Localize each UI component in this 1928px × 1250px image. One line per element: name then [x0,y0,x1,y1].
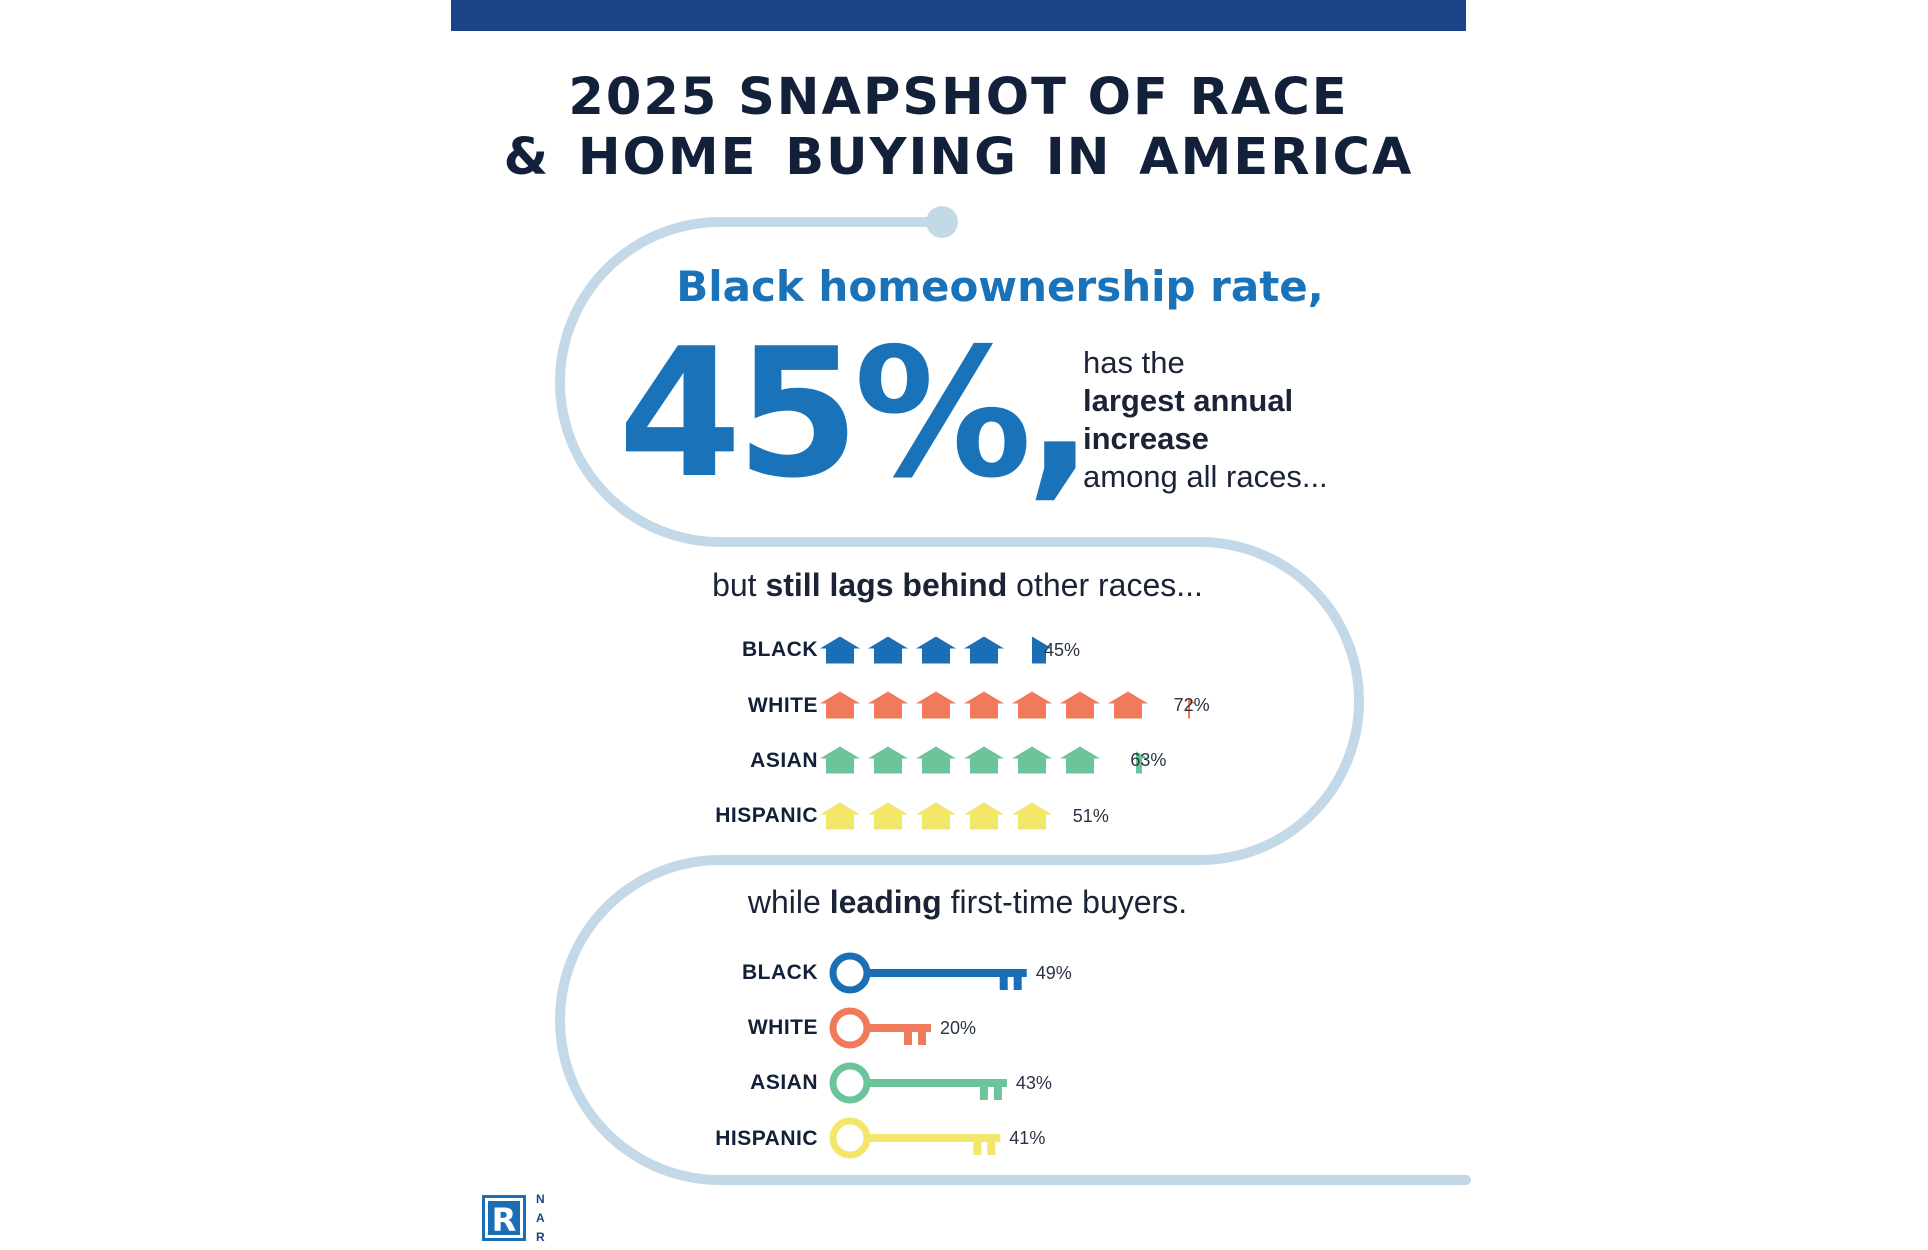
lags-pre: but [712,567,766,603]
house-icon [916,691,956,719]
house-icon [1032,636,1052,664]
home-row-value-white: 72% [1173,695,1210,715]
house-icon [916,636,956,664]
headline: Black homeownership rate, [676,262,1324,311]
house-icon [964,802,1004,830]
lags-bold: still lags behind [765,567,1008,603]
house-icon [1060,691,1100,719]
logo-letter: R [492,1201,517,1239]
house-icon [964,691,1004,719]
key-row-label-hispanic: HISPANIC [715,1127,818,1150]
house-icon [820,636,860,664]
home-row-label-asian: ASIAN [750,749,818,772]
house-icon [1012,691,1052,719]
key-icon [829,1117,1001,1159]
key-row-value-black: 49% [1035,963,1072,983]
house-icon [820,746,860,774]
key-row-label-white: WHITE [747,1016,818,1039]
big-stat-line-4: among all races... [1083,459,1328,494]
house-icon [868,746,908,774]
house-icon [1060,746,1100,774]
house-icon [1108,691,1148,719]
key-row-value-hispanic: 41% [1009,1128,1046,1148]
leading-pre: while [747,884,830,920]
house-icon [820,802,860,830]
leading-post: first-time buyers. [941,884,1188,920]
house-icon [916,746,956,774]
house-icon [1012,802,1052,830]
top-banner [451,0,1466,31]
house-icon [868,636,908,664]
house-icon [964,636,1004,664]
house-icon [1096,812,1100,815]
key-row-value-asian: 43% [1015,1073,1052,1093]
house-icon [868,802,908,830]
home-row-label-hispanic: HISPANIC [715,804,818,827]
page-title-line-1: 2025 SNAPSHOT OF RACE [568,68,1349,127]
org-name: NAR [536,1192,545,1244]
realtor-logo-icon: R [482,1195,526,1241]
key-row-label-black: BLACK [742,961,818,984]
house-icon [868,691,908,719]
key-icon [829,1007,931,1049]
leading-text: while leading first-time buyers. [460,884,1475,921]
big-stat-line-2: largest annual [1083,383,1294,418]
house-icon [1188,698,1196,719]
house-icon [916,802,956,830]
lags-behind-text: but still lags behind other races... [450,567,1465,604]
page-title-line-2: & HOME BUYING IN AMERICA [503,128,1414,187]
lags-post: other races... [1007,567,1203,603]
home-row-value-black: 45% [1044,640,1081,660]
key-icon [829,1062,1007,1104]
key-row-value-white: 20% [940,1018,977,1038]
house-icon [964,746,1004,774]
big-stat-value: 45%, [618,310,1094,517]
home-row-label-white: WHITE [747,694,818,717]
leading-bold: leading [829,884,942,920]
house-icon [1136,751,1148,774]
house-icon [820,691,860,719]
home-row-value-hispanic: 51% [1072,806,1109,826]
key-icon [829,952,1027,994]
key-row-label-asian: ASIAN [750,1071,818,1094]
big-stat-line-3: increase [1083,421,1209,456]
home-row-value-asian: 63% [1130,750,1167,770]
home-row-label-black: BLACK [742,638,818,661]
house-icon [1012,746,1052,774]
big-stat-line-1: has the [1083,345,1185,380]
